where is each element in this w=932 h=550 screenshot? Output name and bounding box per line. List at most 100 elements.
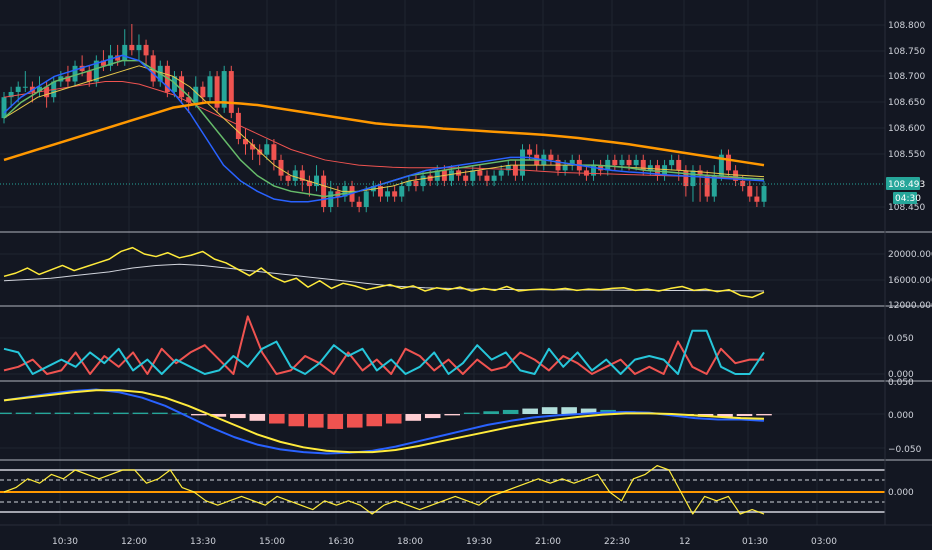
macd-histogram-bar <box>132 412 149 414</box>
candle-body <box>306 180 312 187</box>
candle-body <box>129 44 135 51</box>
candle-body <box>250 144 256 150</box>
time-tick-label: 16:30 <box>328 537 354 547</box>
oscillator-pane[interactable] <box>3 315 765 375</box>
price-pane[interactable] <box>0 24 885 213</box>
volume-pane[interactable] <box>3 246 765 299</box>
candle-body <box>676 159 682 171</box>
macd-histogram-bar <box>483 411 499 414</box>
candle-body <box>491 175 497 181</box>
time-tick-label: 18:00 <box>397 537 423 547</box>
oscillator-axis[interactable]: 0.050 0.000 <box>888 334 914 380</box>
candle-body <box>143 44 149 56</box>
macd-histogram-bar <box>74 412 90 414</box>
time-axis[interactable]: 10:30 12:00 13:30 15:00 16:30 18:00 19:3… <box>52 537 837 547</box>
candle-body <box>427 175 433 181</box>
candle-body <box>193 86 199 103</box>
candle-body <box>647 165 653 171</box>
time-tick-label: 21:00 <box>535 537 561 547</box>
candle-body <box>569 159 575 166</box>
candle-body <box>669 159 675 166</box>
countdown-label: 04:30 <box>895 194 921 204</box>
ma-blue-line <box>3 54 765 203</box>
price-tick-label: 108.700 <box>888 72 925 82</box>
candle-body <box>314 175 320 187</box>
macd-histogram-bar <box>327 414 344 429</box>
macd-histogram-bar <box>463 412 480 414</box>
candle-body <box>299 170 305 181</box>
candle-body <box>243 139 248 145</box>
candle-body <box>100 60 106 66</box>
macd-tick-label: −0.050 <box>888 445 922 455</box>
price-tick-label: 108.450 <box>888 203 925 213</box>
time-tick-label: 01:30 <box>742 537 768 547</box>
candle-body <box>562 165 568 171</box>
candle-body <box>264 144 270 155</box>
candle-body <box>683 170 689 187</box>
macd-histogram-bar <box>35 412 51 414</box>
candle-body <box>477 170 483 176</box>
candle-body <box>718 154 724 176</box>
rsi-pane[interactable] <box>0 465 885 515</box>
candle-body <box>22 86 28 88</box>
candle-body <box>662 165 668 176</box>
macd-histogram-bar <box>171 413 188 415</box>
price-axis[interactable]: 108.800 108.750 108.700 108.650 108.600 … <box>886 21 925 213</box>
candle-body <box>747 186 753 197</box>
macd-axis[interactable]: 0.050 0.000 −0.050 <box>888 378 922 455</box>
pane-separators[interactable] <box>0 0 932 526</box>
candle-body <box>690 170 696 187</box>
macd-tick-label: 0.000 <box>888 411 914 421</box>
ma-orange-line <box>3 101 765 167</box>
macd-histogram-bar <box>736 414 753 417</box>
candle-body <box>484 175 490 181</box>
current-price-tag <box>886 177 920 190</box>
macd-histogram-bar <box>717 414 733 417</box>
candle-body <box>122 44 128 61</box>
macd-line <box>3 388 765 455</box>
candle-body <box>434 170 440 181</box>
candle-body <box>200 86 206 98</box>
candle-body <box>520 149 525 176</box>
macd-histogram-bar <box>385 414 402 424</box>
candle-body <box>548 154 554 160</box>
candle-body <box>171 76 177 92</box>
macd-signal-line <box>3 389 765 454</box>
candle-body <box>505 165 511 171</box>
volume-tick-label: 16000.000 <box>888 276 932 286</box>
candle-body <box>214 76 220 108</box>
volume-axis[interactable]: 20000.000 16000.000 12000.000 <box>888 250 932 311</box>
price-tick-label: 108.750 <box>888 47 925 57</box>
candle-body <box>527 149 533 155</box>
candle-body <box>136 44 142 51</box>
candle-body <box>470 170 476 181</box>
candle-body <box>697 170 703 176</box>
time-tick-label: 13:30 <box>190 537 216 547</box>
rsi-axis[interactable]: 0.000 <box>888 488 914 498</box>
candle-body <box>626 159 632 166</box>
time-tick-label: 03:00 <box>811 537 837 547</box>
time-tick-label: 10:30 <box>52 537 78 547</box>
macd-histogram-bar <box>269 414 285 424</box>
oscillator-tick-label: 0.000 <box>888 370 914 380</box>
candle-body <box>285 175 291 181</box>
candle-body <box>278 159 284 176</box>
time-tick-label: 12 <box>679 537 690 547</box>
candle-body <box>328 191 334 207</box>
candle-body <box>498 170 504 176</box>
macd-histogram-bar <box>346 414 363 428</box>
macd-histogram-bar <box>15 412 32 414</box>
oscillator-cyan-line <box>3 329 765 375</box>
macd-histogram-bar <box>502 409 519 414</box>
macd-histogram-bar <box>405 414 422 421</box>
countdown-tag <box>893 192 917 204</box>
candle-body <box>711 175 717 197</box>
macd-pane[interactable] <box>0 388 772 455</box>
candle-body <box>612 159 618 166</box>
time-tick-label: 15:00 <box>259 537 285 547</box>
candle-body <box>115 55 121 61</box>
oscillator-red-line <box>3 315 764 375</box>
candle-body <box>413 180 419 187</box>
